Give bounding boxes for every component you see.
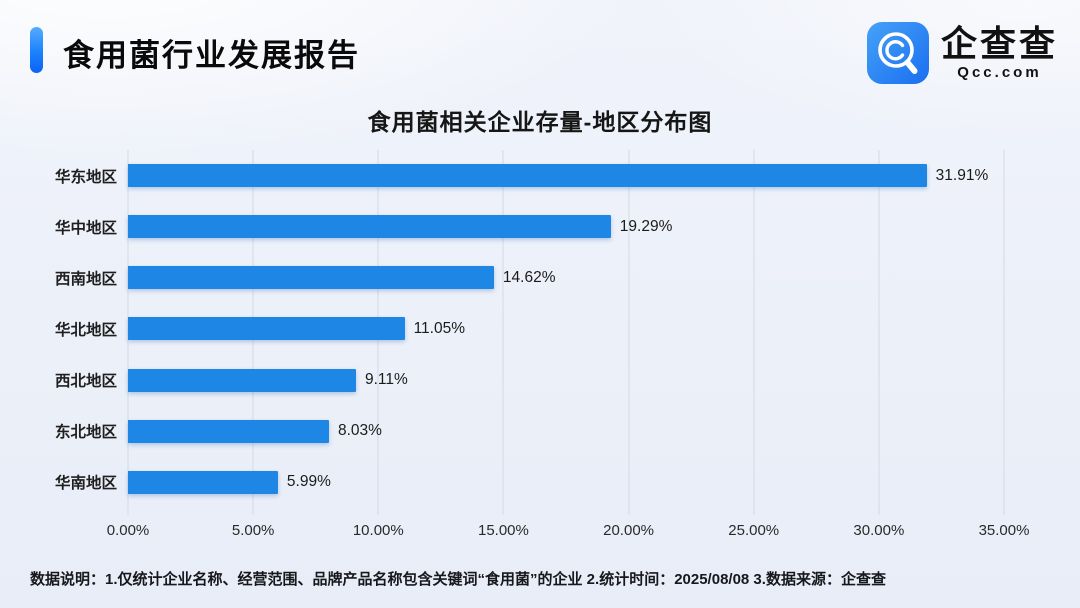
x-axis-tick-label: 15.00% xyxy=(477,522,529,539)
bar-row: 西北地区 9.11% xyxy=(55,355,1004,406)
gridline xyxy=(628,150,630,515)
category-label: 东北地区 xyxy=(54,424,117,442)
qcc-logo-icon xyxy=(866,22,929,84)
x-axis-tick-label: 5.00% xyxy=(231,522,275,539)
category-label: 西南地区 xyxy=(54,270,117,288)
x-axis-tick-label: 25.00% xyxy=(728,522,780,539)
value-label: 8.03% xyxy=(337,422,382,440)
qcc-logo-name: 企查查 xyxy=(940,23,1058,65)
value-label: 14.62% xyxy=(502,268,556,286)
value-label: 11.05% xyxy=(413,319,465,337)
value-label: 31.91% xyxy=(935,166,989,184)
x-axis-tick-label: 20.00% xyxy=(603,522,654,539)
x-axis-tick-label: 0.00% xyxy=(106,522,150,539)
bar-row: 西南地区 14.62% xyxy=(55,252,1004,303)
report-title: 食用菌行业发展报告 xyxy=(63,38,360,73)
bar xyxy=(128,215,611,239)
bar xyxy=(128,317,405,341)
bar-row: 东北地区 8.03% xyxy=(55,406,1004,457)
qcc-logo: 企查查 Qcc.com xyxy=(866,21,1058,85)
report-header: 食用菌行业发展报告 企查查 Qcc.com xyxy=(0,0,1080,96)
bar xyxy=(128,470,278,494)
qcc-logo-text: 企查查 Qcc.com xyxy=(941,25,1058,81)
gridline xyxy=(1003,150,1005,515)
category-label: 西北地区 xyxy=(54,373,117,391)
x-axis-tick-label: 10.00% xyxy=(352,522,404,539)
title-accent-bar xyxy=(30,27,43,73)
chart-title: 食用菌相关企业存量-地区分布图 xyxy=(367,109,713,135)
value-label: 5.99% xyxy=(286,473,331,491)
bar-row: 华北地区 11.05% xyxy=(55,303,1004,354)
gridline xyxy=(502,150,504,515)
bar-row: 华中地区 19.29% xyxy=(55,201,1004,252)
gridline xyxy=(878,150,880,515)
value-label: 19.29% xyxy=(619,217,673,235)
value-label: 9.11% xyxy=(365,371,408,389)
category-label: 华北地区 xyxy=(54,321,117,339)
gridline xyxy=(753,150,755,515)
bar xyxy=(128,419,329,443)
x-axis-tick-label: 30.00% xyxy=(853,522,905,539)
category-label: 华中地区 xyxy=(54,219,117,237)
qcc-logo-domain: Qcc.com xyxy=(957,63,1042,81)
data-note: 数据说明：1.仅统计企业名称、经营范围、品牌产品名称包含关键词“食用菌”的企业 … xyxy=(30,571,886,588)
bar xyxy=(128,266,494,290)
bar xyxy=(128,368,356,392)
bar-chart: 0.00% 5.00% 10.00% 15.00% 20.00% 25.00% 30.00%… xyxy=(30,150,1029,539)
bar-row: 华东地区 31.91% xyxy=(55,150,1004,201)
bar-row: 华南地区 5.99% xyxy=(55,457,1004,508)
plot-area: 0.00% 5.00% 10.00% 15.00% 20.00% 25.00% 30.00%… xyxy=(55,150,1029,539)
category-label: 华南地区 xyxy=(54,475,117,493)
category-label: 华东地区 xyxy=(54,168,117,186)
bar xyxy=(128,164,927,188)
x-axis-tick-label: 35.00% xyxy=(978,522,1030,539)
